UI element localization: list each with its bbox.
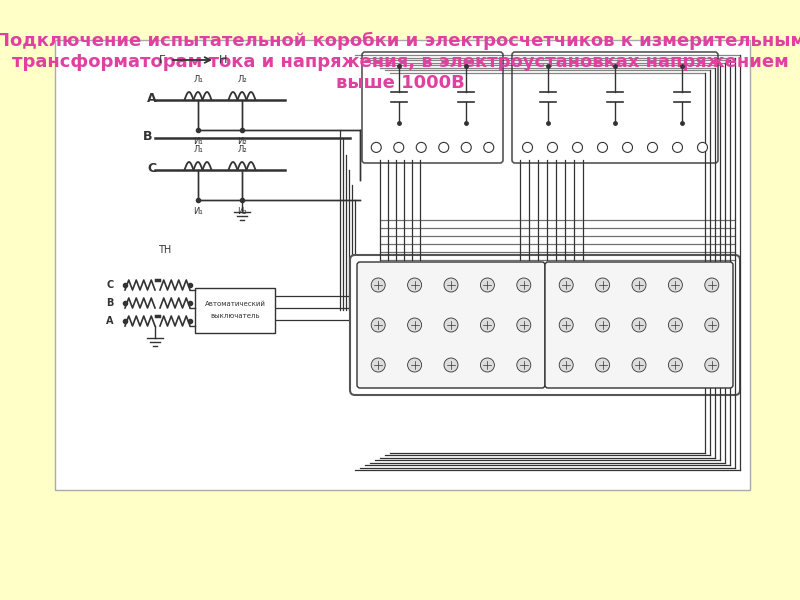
- Bar: [55, 40, 750, 490]
- Circle shape: [647, 142, 658, 152]
- Circle shape: [559, 358, 573, 372]
- Circle shape: [444, 358, 458, 372]
- Circle shape: [522, 142, 533, 152]
- Circle shape: [371, 278, 386, 292]
- Circle shape: [408, 278, 422, 292]
- Text: ТН: ТН: [158, 245, 172, 255]
- Circle shape: [622, 142, 633, 152]
- Circle shape: [517, 358, 531, 372]
- Circle shape: [669, 358, 682, 372]
- Text: И₁: И₁: [193, 137, 203, 146]
- FancyBboxPatch shape: [545, 262, 733, 388]
- Circle shape: [480, 358, 494, 372]
- Circle shape: [480, 318, 494, 332]
- Circle shape: [705, 278, 718, 292]
- Circle shape: [669, 278, 682, 292]
- FancyBboxPatch shape: [357, 262, 545, 388]
- Circle shape: [394, 142, 404, 152]
- Circle shape: [547, 142, 558, 152]
- Circle shape: [598, 142, 607, 152]
- Circle shape: [698, 142, 707, 152]
- Circle shape: [444, 318, 458, 332]
- Text: В: В: [143, 130, 153, 142]
- Circle shape: [595, 278, 610, 292]
- Circle shape: [559, 278, 573, 292]
- Circle shape: [480, 278, 494, 292]
- Text: И₁: И₁: [193, 208, 203, 217]
- Text: Г: Г: [158, 55, 166, 65]
- FancyBboxPatch shape: [350, 255, 740, 395]
- Text: выключатель: выключатель: [210, 313, 260, 319]
- Circle shape: [559, 318, 573, 332]
- Circle shape: [673, 142, 682, 152]
- Text: Л₂: Л₂: [237, 76, 247, 85]
- Circle shape: [517, 318, 531, 332]
- FancyBboxPatch shape: [512, 52, 718, 163]
- Bar: [195, 288, 275, 333]
- Circle shape: [595, 358, 610, 372]
- Circle shape: [573, 142, 582, 152]
- Text: И₂: И₂: [237, 137, 247, 146]
- Text: С: С: [106, 280, 114, 290]
- Circle shape: [517, 278, 531, 292]
- Circle shape: [669, 318, 682, 332]
- Text: И₂: И₂: [237, 208, 247, 217]
- Circle shape: [371, 358, 386, 372]
- Circle shape: [484, 142, 494, 152]
- FancyBboxPatch shape: [362, 52, 503, 163]
- Text: Автоматический: Автоматический: [205, 301, 266, 307]
- Text: Л₂: Л₂: [237, 145, 247, 154]
- Circle shape: [462, 142, 471, 152]
- Circle shape: [408, 358, 422, 372]
- Text: С: С: [147, 161, 157, 175]
- Circle shape: [632, 358, 646, 372]
- Text: Л₁: Л₁: [193, 145, 203, 154]
- Circle shape: [408, 318, 422, 332]
- Circle shape: [705, 318, 718, 332]
- Circle shape: [632, 278, 646, 292]
- Circle shape: [632, 318, 646, 332]
- Circle shape: [438, 142, 449, 152]
- Circle shape: [705, 358, 718, 372]
- Circle shape: [371, 142, 382, 152]
- Text: А: А: [106, 316, 114, 326]
- Circle shape: [416, 142, 426, 152]
- Text: Подключение испытательной коробки и электросчетчиков к измерительным
трансформат: Подключение испытательной коробки и элек…: [0, 32, 800, 92]
- Text: Л₁: Л₁: [193, 76, 203, 85]
- Circle shape: [444, 278, 458, 292]
- Text: А: А: [147, 91, 157, 104]
- Text: Н: Н: [219, 55, 227, 65]
- Circle shape: [371, 318, 386, 332]
- Text: В: В: [106, 298, 114, 308]
- Circle shape: [595, 318, 610, 332]
